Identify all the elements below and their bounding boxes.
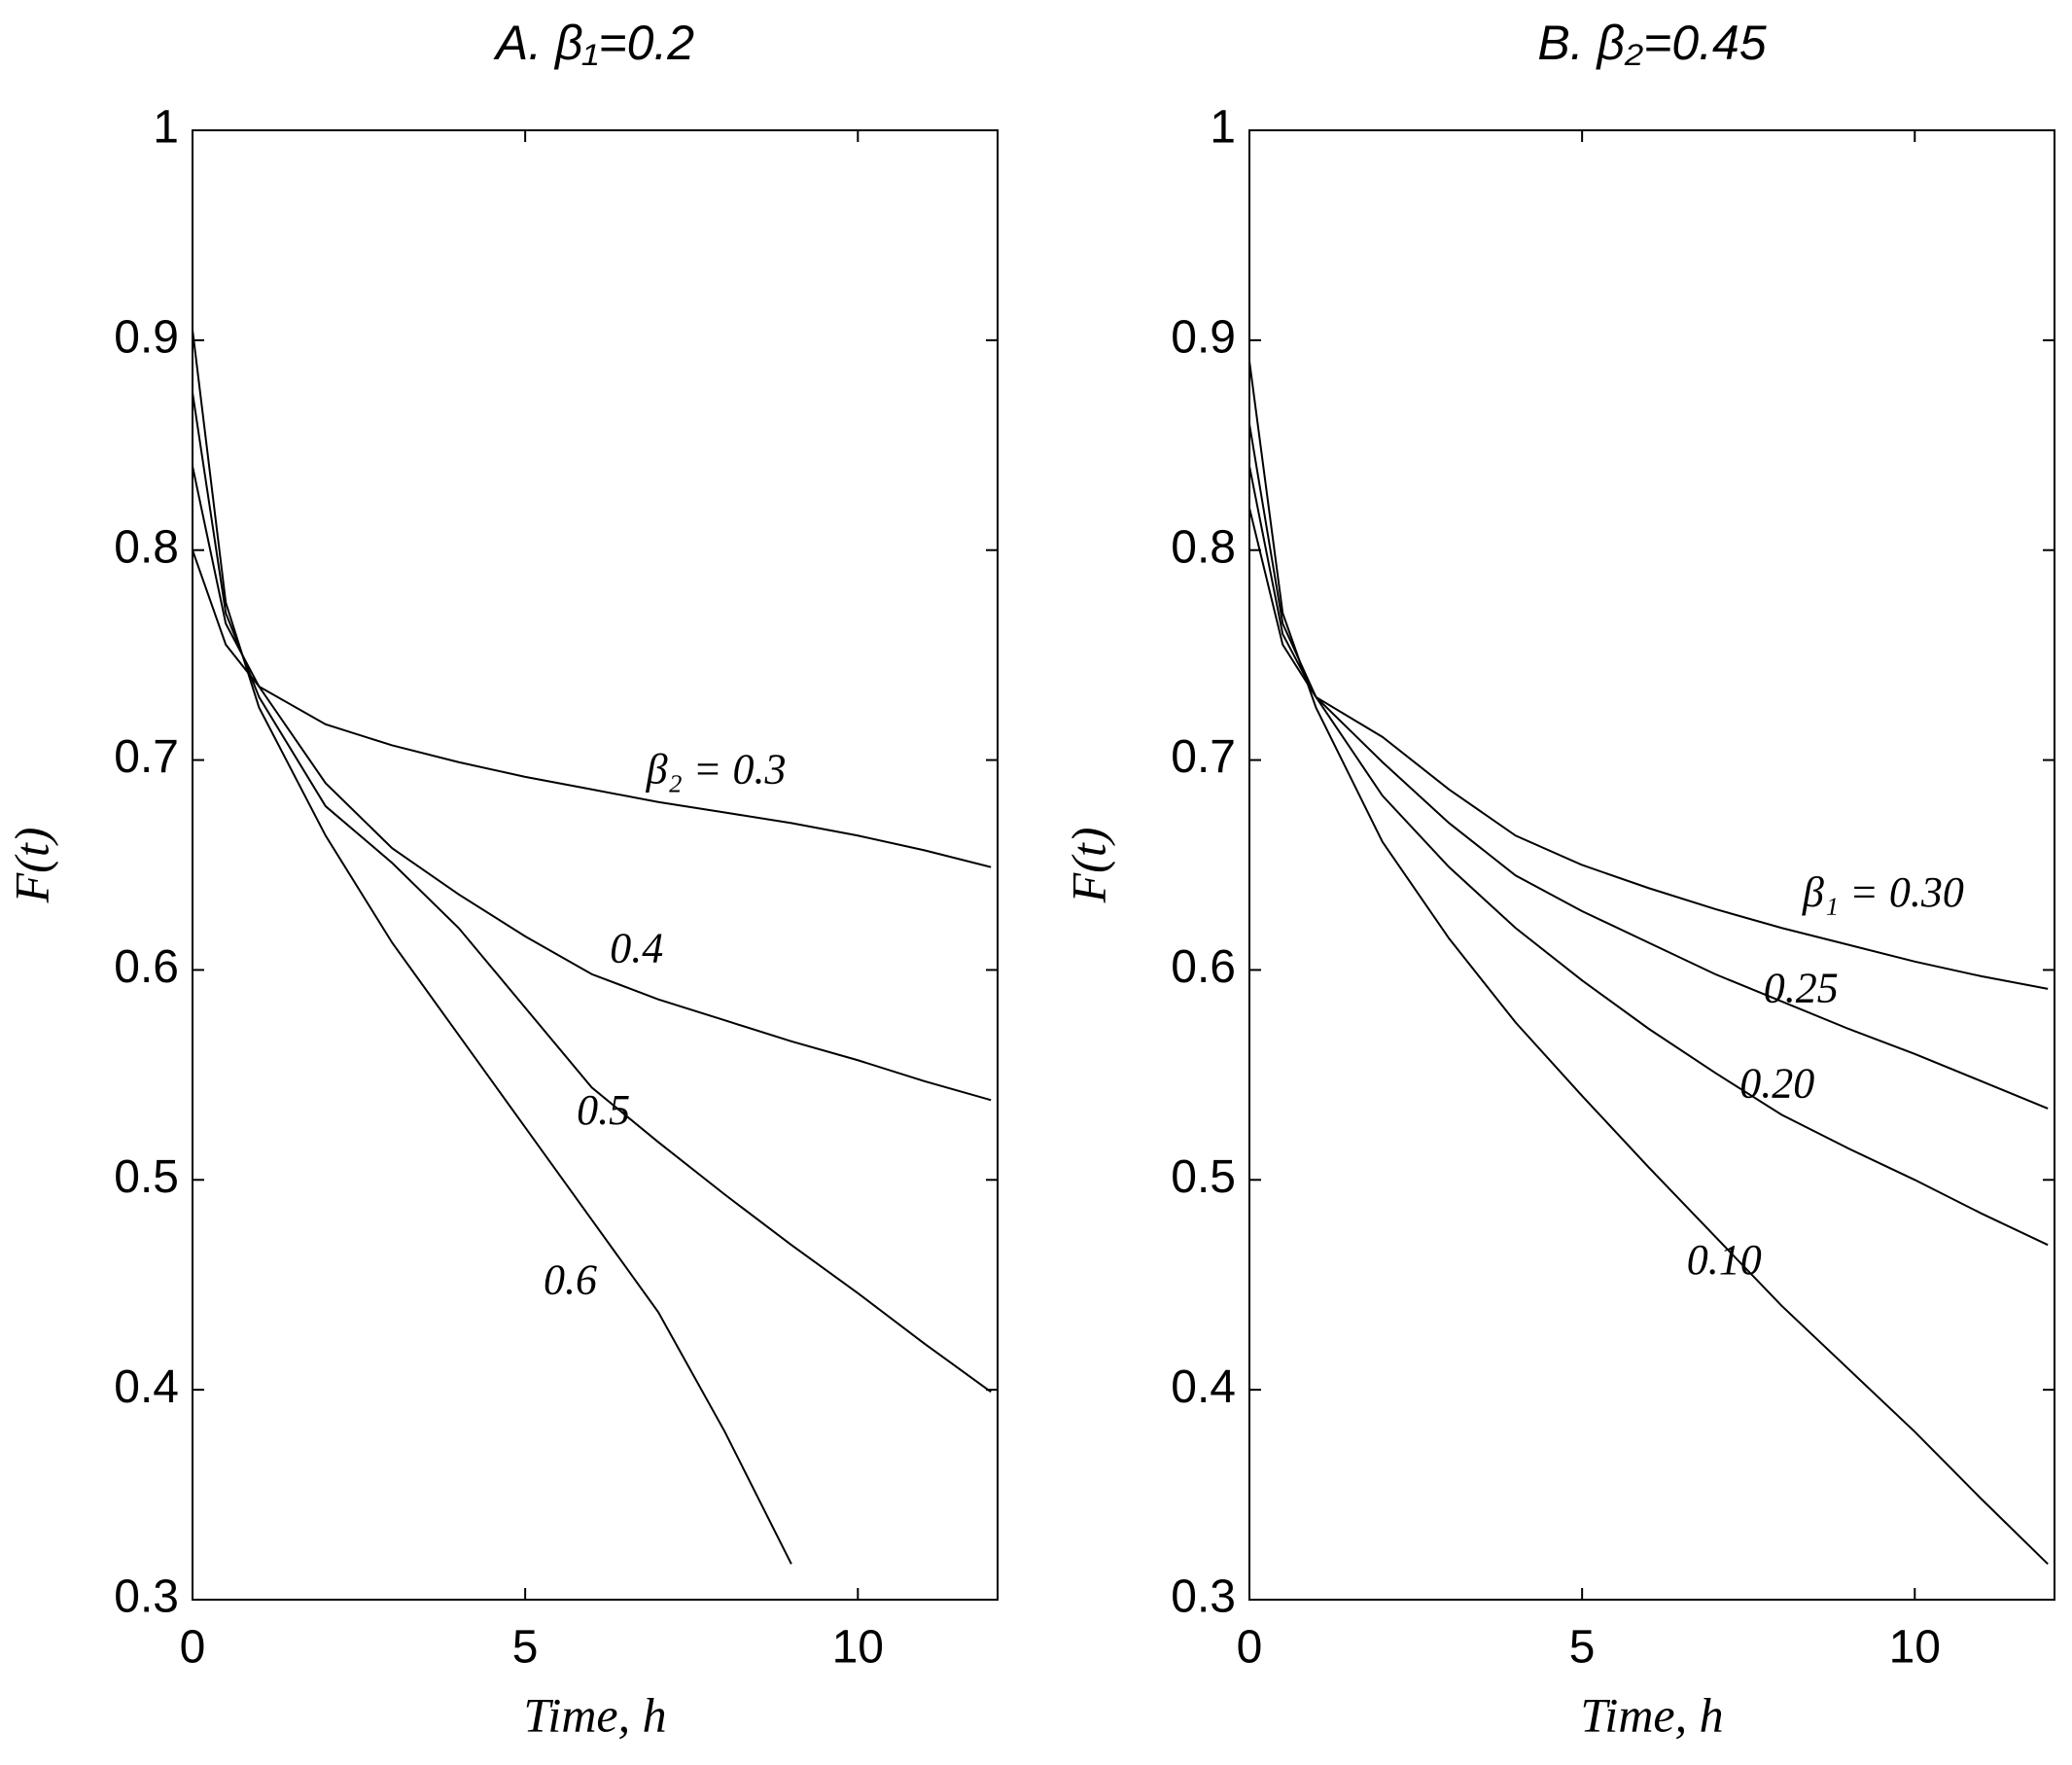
x-axis-label: Time, h <box>1580 1687 1723 1742</box>
x-tick-label: 0 <box>180 1622 206 1674</box>
series-label: 0.4 <box>610 924 663 971</box>
x-tick-label: 0 <box>1237 1622 1263 1674</box>
data-line <box>1249 361 2049 1566</box>
series-label: β₂ = 0.3 <box>646 745 787 793</box>
y-axis-label: F(t) <box>1061 828 1115 904</box>
data-line <box>1249 424 2049 1247</box>
y-tick-label: 0.3 <box>114 1571 179 1623</box>
chart-title: A. β₁=0.2 <box>493 16 694 70</box>
data-line <box>1249 466 2049 1110</box>
y-tick-label: 0.3 <box>1171 1571 1236 1623</box>
series-label: 0.5 <box>577 1086 630 1134</box>
data-line <box>193 549 992 868</box>
series-label: 0.6 <box>544 1255 597 1303</box>
y-tick-label: 0.5 <box>114 1151 179 1203</box>
chart-title: B. β₂=0.45 <box>1537 16 1766 70</box>
plot-area <box>1249 361 2049 1566</box>
y-tick-label: 0.8 <box>1171 521 1236 573</box>
y-tick-label: 0.7 <box>1171 731 1236 783</box>
series-label: β₁ = 0.30 <box>1802 868 1964 916</box>
plot-frame <box>192 129 999 1601</box>
y-tick-label: 0.9 <box>1171 312 1236 364</box>
y-tick-label: 0.9 <box>114 312 179 364</box>
y-axis-label: F(t) <box>4 828 58 904</box>
data-line <box>1249 508 2049 990</box>
x-tick-label: 10 <box>1889 1622 1941 1674</box>
x-axis-label: Time, h <box>523 1687 666 1742</box>
y-tick-label: 1 <box>153 102 179 154</box>
x-tick-label: 10 <box>832 1622 884 1674</box>
x-tick-label: 5 <box>512 1622 539 1674</box>
y-tick-label: 0.6 <box>1171 941 1236 993</box>
y-tick-label: 1 <box>1210 102 1236 154</box>
series-label: 0.25 <box>1764 964 1839 1011</box>
data-line <box>193 466 992 1102</box>
y-tick-label: 0.8 <box>114 521 179 573</box>
y-tick-label: 0.5 <box>1171 1151 1236 1203</box>
data-line <box>193 392 992 1394</box>
data-line <box>193 329 792 1565</box>
series-label: 0.20 <box>1739 1060 1814 1108</box>
series-label: 0.10 <box>1687 1236 1762 1284</box>
y-tick-label: 0.4 <box>1171 1361 1236 1413</box>
plot-area <box>193 329 992 1565</box>
y-tick-label: 0.4 <box>114 1361 179 1413</box>
y-tick-label: 0.7 <box>114 731 179 783</box>
y-tick-label: 0.6 <box>114 941 179 993</box>
plot-frame <box>1248 129 2055 1601</box>
x-tick-label: 5 <box>1569 1622 1596 1674</box>
